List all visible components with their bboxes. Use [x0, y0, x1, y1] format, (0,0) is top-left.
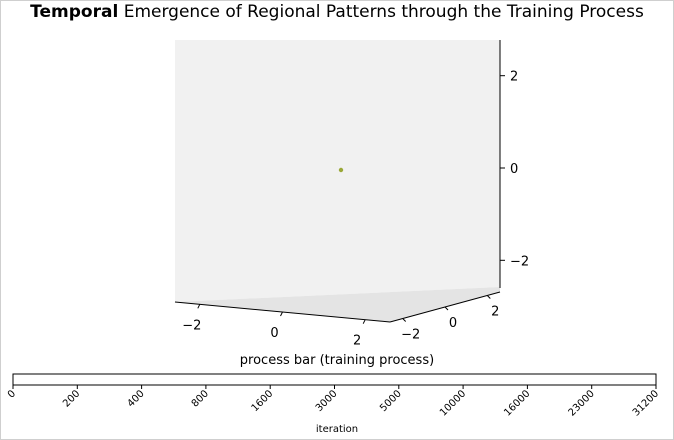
scatter-3d-plot: −2 0 2 −2 0 2 −2 0 2: [174, 40, 529, 349]
progress-tick-label: 3000: [314, 388, 340, 414]
progress-tick-label: 400: [125, 388, 146, 409]
y-tick-mark: [486, 295, 491, 299]
y-tick-mark: [444, 306, 449, 311]
x-tick-label: 0: [270, 326, 278, 341]
x-tick-mark: [362, 319, 366, 324]
pane-floor: [175, 287, 500, 322]
progress-bar-xlabel: iteration: [315, 424, 359, 435]
y-tick-label: 2: [491, 304, 499, 319]
y-tick-label: 0: [449, 316, 457, 331]
x-tick-label: −2: [182, 318, 201, 333]
progress-bar-title: process bar (training process): [239, 353, 435, 368]
progress-tick-label: 16000: [502, 388, 532, 418]
y-tick-mark: [402, 318, 407, 322]
x-tick-label: 2: [353, 334, 361, 349]
y-tick-label: −2: [401, 328, 420, 343]
progress-bar-track: [12, 373, 657, 386]
progress-tick-label: 31200: [631, 388, 661, 418]
chart-title: Temporal Emergence of Regional Patterns …: [0, 2, 674, 22]
progress-tick-label: 10000: [438, 388, 468, 418]
x-tick-mark: [197, 304, 201, 309]
progress-tick-label: 0: [6, 388, 18, 400]
progress-tick-label: 5000: [378, 388, 404, 414]
data-point: [338, 167, 344, 173]
chart-title-bold: Temporal: [30, 2, 119, 22]
progress-tick-label: 1600: [250, 388, 276, 414]
progress-tick-label: 200: [61, 388, 82, 409]
progress-tick-label: 23000: [567, 388, 597, 418]
z-tick-label: 0: [510, 162, 518, 177]
z-tick-label: −2: [510, 254, 529, 269]
chart-title-rest: Emergence of Regional Patterns through t…: [118, 2, 644, 22]
progress-tick-label: 800: [190, 388, 211, 409]
z-tick-label: 2: [510, 70, 518, 85]
pane-back-left: [175, 40, 500, 302]
x-tick-mark: [280, 311, 283, 317]
